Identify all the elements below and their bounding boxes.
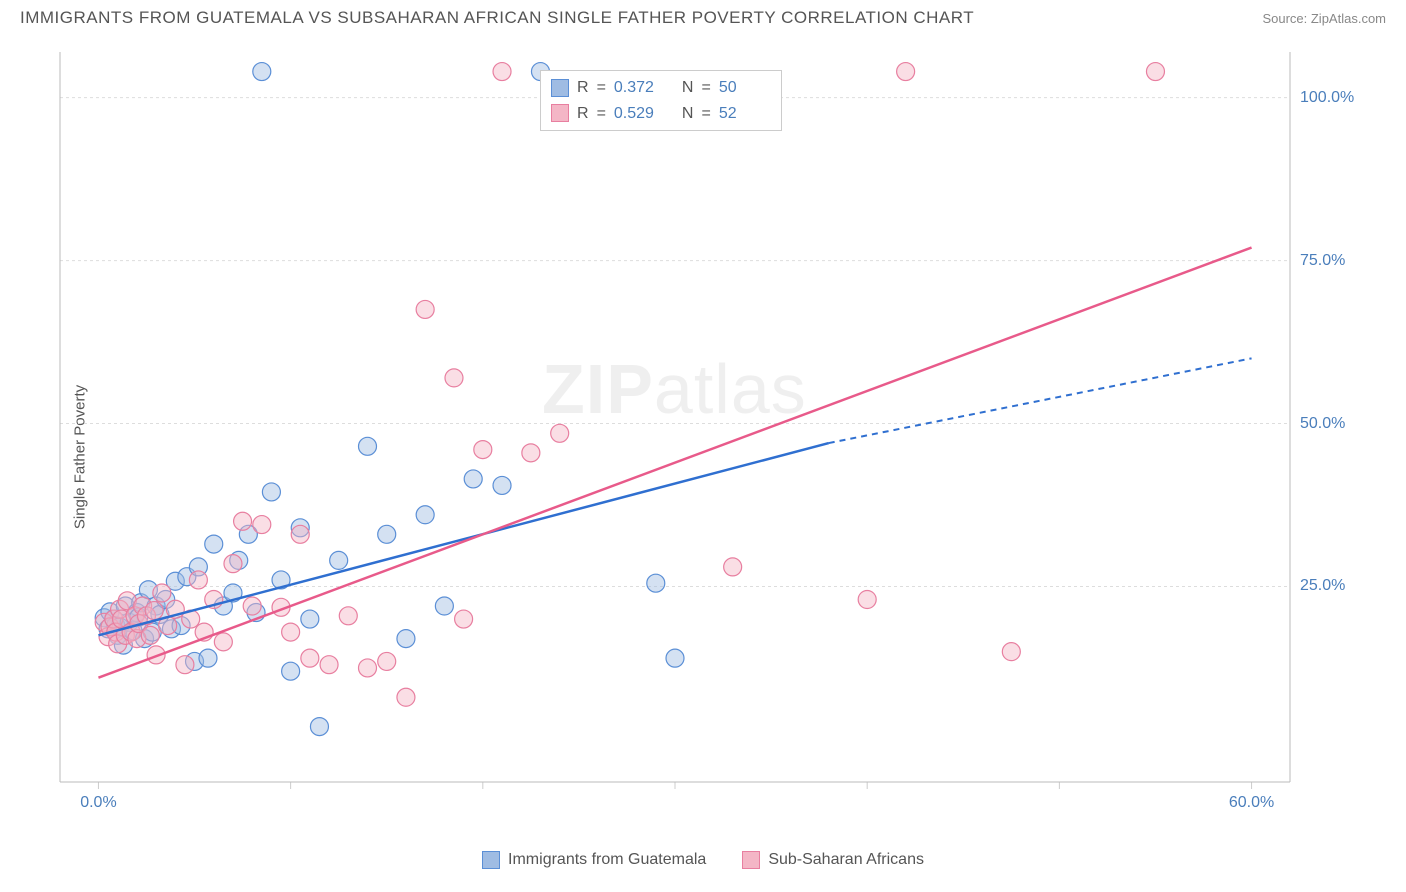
stats-n-label: N — [682, 101, 694, 127]
x-tick-label: 0.0% — [80, 794, 116, 812]
y-tick-label: 50.0% — [1300, 415, 1345, 433]
y-tick-label: 100.0% — [1300, 89, 1354, 107]
stats-row-subsaharan: R = 0.529 N = 52 — [551, 101, 771, 127]
stats-r-value: 0.372 — [614, 75, 666, 101]
y-tick-label: 75.0% — [1300, 252, 1345, 270]
stats-row-guatemala: R = 0.372 N = 50 — [551, 75, 771, 101]
legend-label: Sub-Saharan Africans — [768, 851, 924, 869]
stats-eq: = — [701, 75, 710, 101]
stats-n-value: 52 — [719, 101, 771, 127]
y-tick-label: 25.0% — [1300, 577, 1345, 595]
legend-item-guatemala: Immigrants from Guatemala — [482, 851, 706, 869]
swatch-icon — [551, 104, 569, 122]
stats-eq: = — [597, 101, 606, 127]
stats-r-label: R — [577, 75, 589, 101]
chart-area: Single Father Poverty ZIPatlas R = 0.372… — [0, 32, 1406, 882]
chart-title: IMMIGRANTS FROM GUATEMALA VS SUBSAHARAN … — [20, 8, 974, 28]
stats-eq: = — [597, 75, 606, 101]
stats-r-value: 0.529 — [614, 101, 666, 127]
stats-r-label: R — [577, 101, 589, 127]
stats-n-value: 50 — [719, 75, 771, 101]
legend-label: Immigrants from Guatemala — [508, 851, 706, 869]
swatch-icon — [742, 851, 760, 869]
swatch-icon — [482, 851, 500, 869]
x-tick-label: 60.0% — [1229, 794, 1274, 812]
stats-eq: = — [701, 101, 710, 127]
legend-item-subsaharan: Sub-Saharan Africans — [742, 851, 924, 869]
scatter-plot — [50, 42, 1350, 812]
stats-box: R = 0.372 N = 50 R = 0.529 N = 52 — [540, 70, 782, 131]
stats-n-label: N — [682, 75, 694, 101]
swatch-icon — [551, 79, 569, 97]
bottom-legend: Immigrants from Guatemala Sub-Saharan Af… — [0, 851, 1406, 874]
source-label: Source: ZipAtlas.com — [1262, 11, 1386, 26]
